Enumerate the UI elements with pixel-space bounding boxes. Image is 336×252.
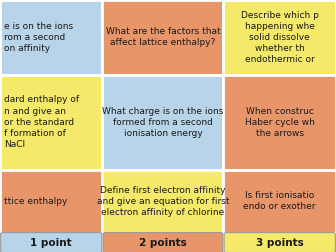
Bar [102,75,223,170]
Bar [223,170,336,233]
Text: Is first ionisatio
endo or exother: Is first ionisatio endo or exother [244,191,316,211]
FancyBboxPatch shape [224,233,335,252]
Bar [0,75,102,170]
Text: What charge is on the ions
formed from a second
ionisation energy: What charge is on the ions formed from a… [102,107,224,138]
Text: 1 point: 1 point [31,238,72,247]
Text: e is on the ions
rom a second
on affinity: e is on the ions rom a second on affinit… [4,22,73,53]
Text: dard enthalpy of
n and give an
or the standard
f formation of
NaCl: dard enthalpy of n and give an or the st… [4,96,79,149]
Bar [0,170,102,233]
FancyBboxPatch shape [1,233,102,252]
Bar [223,75,336,170]
Bar [223,0,336,75]
FancyBboxPatch shape [103,233,223,252]
Text: ttice enthalpy: ttice enthalpy [4,197,68,206]
Text: Describe which p
happening whe
solid dissolve
whether th
endothermic or: Describe which p happening whe solid dis… [241,11,319,64]
Text: Define first electron affinity
and give an equation for first
electron affinity : Define first electron affinity and give … [97,186,229,217]
Text: 2 points: 2 points [139,238,187,247]
Text: When construc
Haber cycle wh
the arrows: When construc Haber cycle wh the arrows [245,107,314,138]
Bar [102,0,223,75]
Bar [0,0,102,75]
Text: What are the factors that
affect lattice enthalpy?: What are the factors that affect lattice… [106,27,220,47]
Bar [102,170,223,233]
Text: 3 points: 3 points [256,238,304,247]
